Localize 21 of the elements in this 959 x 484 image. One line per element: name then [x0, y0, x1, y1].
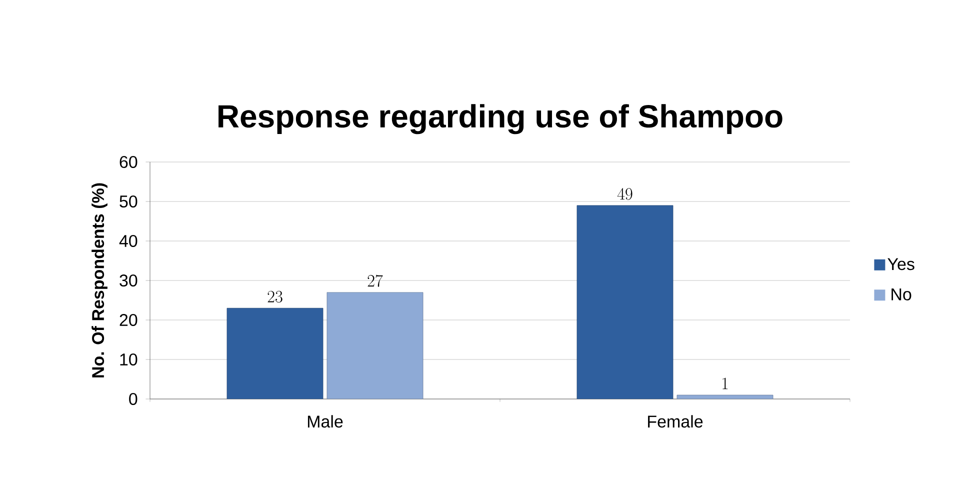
y-tick-label: 10 — [120, 353, 138, 366]
x-tick-label: Female — [648, 415, 703, 428]
y-tick-label: 20 — [120, 314, 138, 326]
bar — [326, 292, 424, 399]
bar — [226, 308, 324, 399]
y-tick-label: 60 — [120, 156, 138, 168]
legend-label: No — [892, 288, 912, 300]
x-tick-label: Male — [308, 415, 343, 428]
data-label: 1 — [722, 378, 728, 390]
bar — [576, 205, 674, 399]
bar — [676, 394, 774, 399]
y-tick-label: 40 — [119, 234, 138, 248]
data-label: 23 — [268, 290, 282, 303]
data-label: 49 — [617, 188, 632, 200]
y-axis-title: No. Of Respondents (%) — [92, 183, 108, 378]
data-label: 27 — [368, 274, 383, 287]
chart-title: Response regarding use of Shampoo — [218, 104, 782, 134]
y-tick-label: 0 — [129, 392, 138, 406]
y-tick-label: 30 — [120, 274, 138, 287]
y-tick-label: 50 — [120, 195, 138, 208]
legend-label: Yes — [888, 258, 914, 270]
